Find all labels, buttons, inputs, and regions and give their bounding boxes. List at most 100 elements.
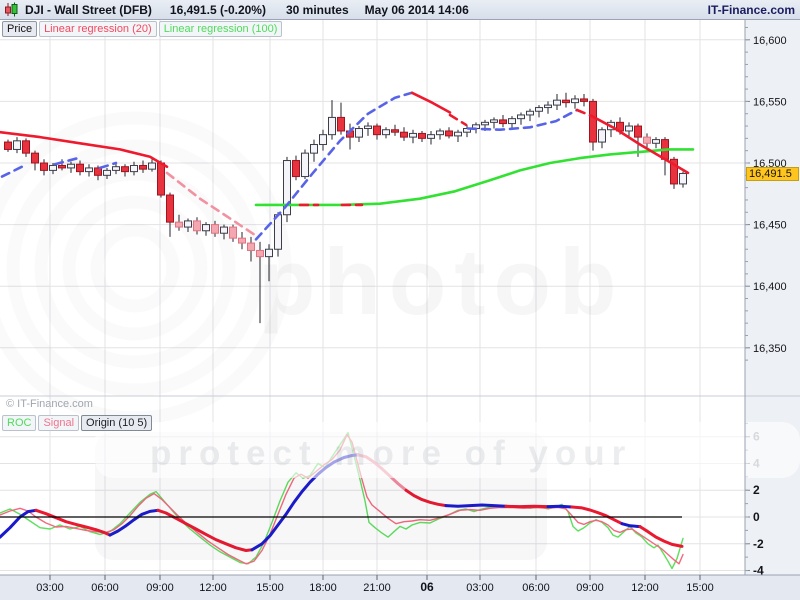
watermark-band xyxy=(95,422,800,478)
candle xyxy=(526,110,534,116)
tab-price[interactable]: Price xyxy=(2,21,38,37)
linear-regression-20-line xyxy=(466,108,579,131)
x-tick-label: 03:00 xyxy=(36,582,64,594)
candle xyxy=(283,160,291,216)
candle xyxy=(337,116,345,132)
linear-regression-20-line xyxy=(0,130,169,168)
candle xyxy=(436,130,444,136)
roc-tick-label: -2 xyxy=(753,537,764,551)
last-price-marker: 16,491.5 xyxy=(746,167,799,181)
candle xyxy=(229,226,237,239)
candle xyxy=(184,220,192,228)
origin-line xyxy=(620,522,642,529)
last-price-change: 16,491.5 (-0.20%) xyxy=(169,2,266,17)
linear-regression-20-line xyxy=(53,156,80,166)
candle xyxy=(508,118,516,125)
origin-line xyxy=(108,508,160,537)
copyright-label: © IT-Finance.com xyxy=(6,398,93,410)
candle xyxy=(4,141,12,150)
candle xyxy=(373,125,381,136)
candle xyxy=(589,100,597,143)
candle xyxy=(58,164,66,169)
candle xyxy=(301,152,309,178)
candle xyxy=(562,99,570,104)
candle xyxy=(499,119,507,125)
candle xyxy=(76,163,84,173)
roc-line xyxy=(0,432,684,570)
x-tick-label: 12:00 xyxy=(631,582,659,594)
x-axis-band xyxy=(0,575,800,600)
candle xyxy=(193,220,201,232)
candle xyxy=(202,224,210,232)
linear-regression-20-line xyxy=(410,91,452,114)
candle xyxy=(103,169,111,176)
timeframe-label[interactable]: 30 minutes xyxy=(285,2,349,17)
price-tick-label: 16,350 xyxy=(753,343,787,355)
candle xyxy=(571,98,579,104)
x-tick-label: 18:00 xyxy=(309,582,337,594)
candle xyxy=(454,131,462,137)
price-tick-label: 16,400 xyxy=(753,281,787,293)
origin-line xyxy=(34,508,112,537)
candle xyxy=(265,248,273,258)
x-tick-label: 03:00 xyxy=(466,582,494,594)
candle xyxy=(274,214,282,250)
origin-line xyxy=(0,508,38,539)
candle xyxy=(211,224,219,234)
candle xyxy=(319,134,327,146)
datetime-label: May 06 2014 14:06 xyxy=(364,2,469,17)
roc-tick-label: 2 xyxy=(753,483,760,497)
origin-line xyxy=(404,488,448,508)
candle xyxy=(166,194,174,223)
x-tick-label: 15:00 xyxy=(686,582,714,594)
origin-line xyxy=(570,505,624,526)
candle xyxy=(220,226,228,234)
y-axis-gutter xyxy=(745,19,800,575)
candle xyxy=(130,164,138,173)
tab-signal[interactable]: Signal xyxy=(38,415,80,431)
x-tick-label: 09:00 xyxy=(576,582,604,594)
candle xyxy=(139,164,147,170)
candle xyxy=(94,167,102,176)
price-tick-label: 16,550 xyxy=(753,96,787,108)
roc-panel-legend: ROC Signal Origin (10 5) xyxy=(2,415,153,431)
tab-linear-regression-20[interactable]: Linear regression (20) xyxy=(39,21,157,37)
tab-roc[interactable]: ROC xyxy=(2,415,37,431)
origin-line xyxy=(546,504,574,509)
linear-regression-20-line xyxy=(165,171,258,237)
watermark-ring xyxy=(97,230,173,306)
candlestick-icon xyxy=(5,2,18,17)
origin-line xyxy=(444,503,508,508)
candle xyxy=(598,129,606,143)
candle xyxy=(364,125,372,130)
candle xyxy=(580,98,588,102)
instrument-title: DJI - Wall Street (DFB) xyxy=(25,2,152,17)
x-tick-label: 09:00 xyxy=(146,582,174,594)
candle xyxy=(427,134,435,139)
candle xyxy=(112,166,120,171)
candle xyxy=(31,152,39,164)
candle xyxy=(544,104,552,109)
x-tick-label: 06 xyxy=(420,580,434,594)
roc-tick-label: 0 xyxy=(753,510,760,524)
candle xyxy=(13,140,21,150)
roc-tick-label: -4 xyxy=(753,564,764,578)
tab-origin[interactable]: Origin (10 5) xyxy=(81,415,153,431)
candle xyxy=(445,130,453,137)
linear-regression-100-line xyxy=(254,148,695,207)
candle xyxy=(310,144,318,154)
candle xyxy=(409,132,417,138)
candle xyxy=(49,164,57,171)
candle xyxy=(85,167,93,173)
tab-linear-regression-100[interactable]: Linear regression (100) xyxy=(158,21,283,37)
candle xyxy=(22,140,30,154)
candle xyxy=(175,221,183,228)
x-tick-label: 06:00 xyxy=(522,582,550,594)
price-tick-label: 16,450 xyxy=(753,220,787,232)
x-tick-label: 15:00 xyxy=(256,582,284,594)
candle xyxy=(490,119,498,123)
brand-link[interactable]: IT-Finance.com xyxy=(707,2,795,17)
candle xyxy=(247,242,255,251)
linear-regression-20-line xyxy=(590,114,690,175)
